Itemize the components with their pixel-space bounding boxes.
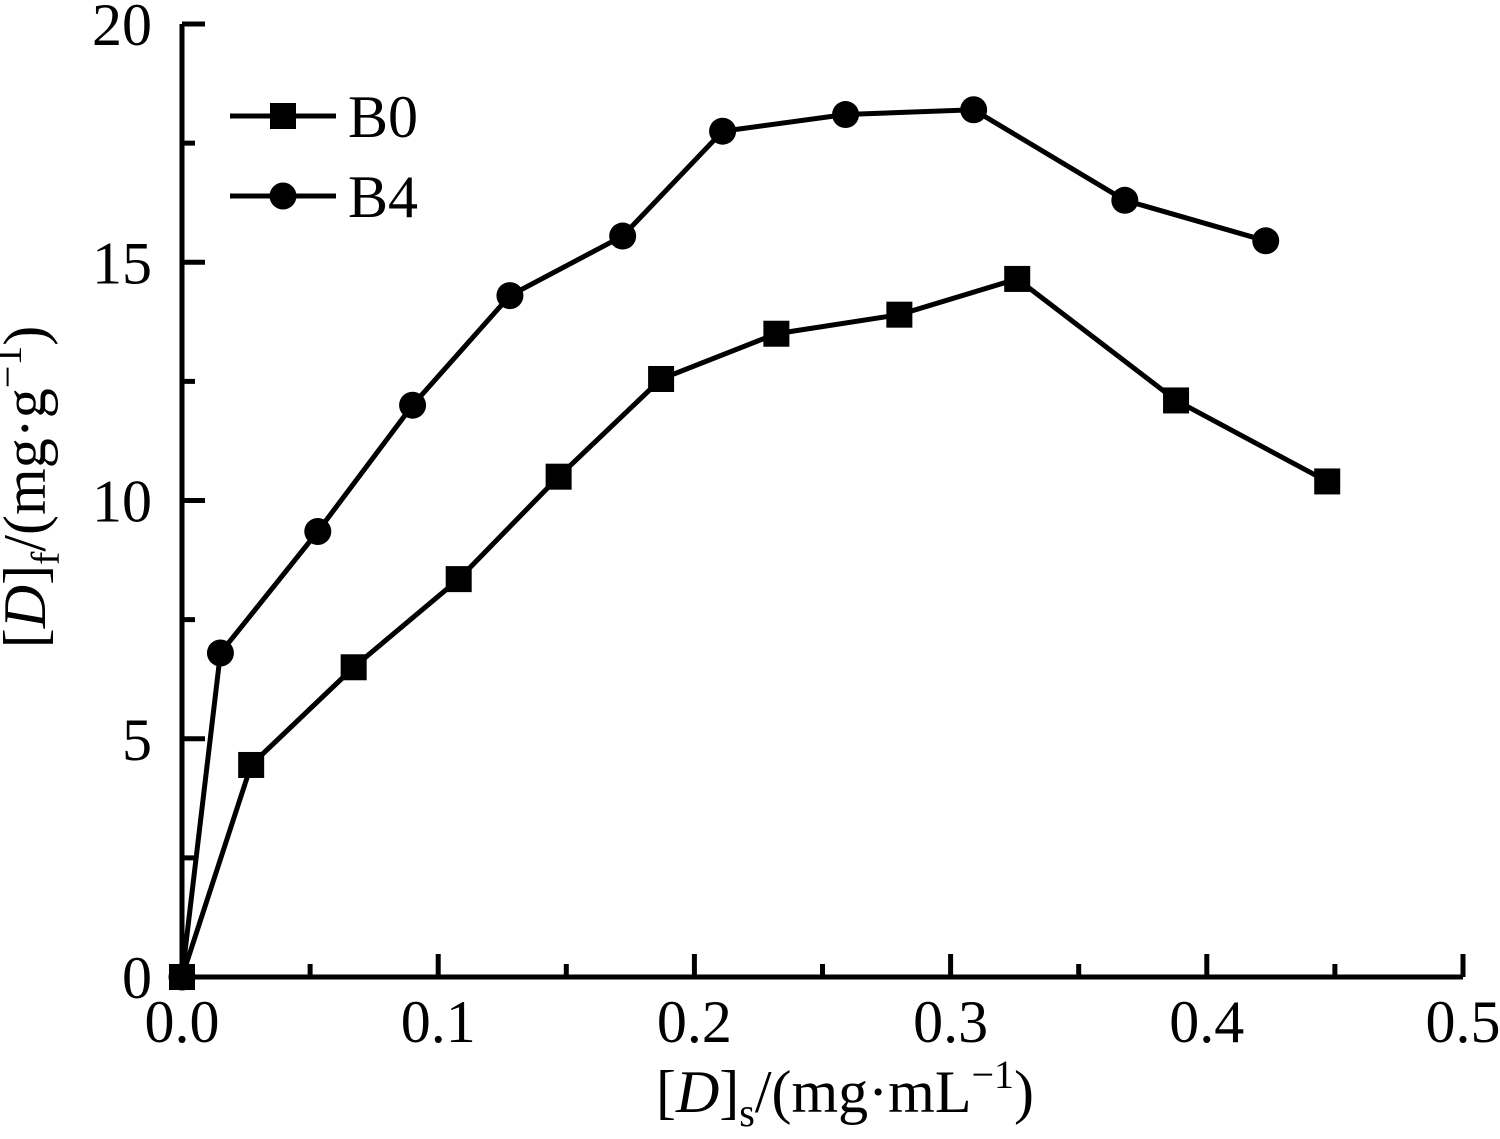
- data-point-circle: [206, 639, 234, 667]
- y-tick-label: 15: [92, 230, 152, 296]
- data-point-square: [1163, 387, 1190, 414]
- x-tick-label: 0.3: [913, 989, 988, 1055]
- series-B0: [169, 265, 1341, 990]
- x-axis-title: [D]s/(mg·mL−1): [656, 1052, 1034, 1135]
- x-tick-label: 0.4: [1169, 989, 1244, 1055]
- x-tick-label: 0.5: [1426, 989, 1500, 1055]
- x-tick-label: 0.1: [401, 989, 476, 1055]
- data-point-circle: [496, 282, 524, 310]
- data-point-square: [1314, 468, 1341, 495]
- y-axis: 0 5 10 15 20: [92, 0, 205, 1011]
- data-point-circle: [609, 222, 637, 250]
- x-tick-label: 0.2: [657, 989, 732, 1055]
- data-point-circle: [168, 963, 196, 991]
- data-point-square: [763, 320, 790, 347]
- data-point-circle: [304, 517, 332, 545]
- data-point-circle: [709, 117, 737, 145]
- data-point-square: [238, 751, 265, 778]
- series-B4: [168, 96, 1280, 991]
- data-point-square: [648, 365, 675, 392]
- x-tick-label: 0.0: [145, 989, 220, 1055]
- data-point-square: [545, 463, 572, 490]
- y-tick-label: 5: [122, 707, 152, 773]
- data-point-circle: [399, 391, 427, 419]
- y-tick-label: 10: [92, 469, 152, 535]
- legend-label-B4: B4: [348, 164, 418, 230]
- data-point-square: [445, 566, 472, 593]
- data-point-circle: [269, 182, 297, 210]
- y-tick-label: 20: [92, 0, 152, 58]
- data-point-circle: [1111, 186, 1139, 214]
- data-point-square: [1004, 265, 1031, 292]
- data-point-square: [340, 654, 367, 681]
- data-point-square: [270, 103, 296, 129]
- y-axis-title: [D]f/(mg·g−1): [0, 326, 68, 649]
- y-tick-label: 0: [122, 945, 152, 1011]
- legend-label-B0: B0: [348, 84, 418, 150]
- data-point-circle: [1252, 227, 1280, 255]
- data-point-square: [886, 301, 913, 328]
- data-point-circle: [832, 101, 860, 129]
- data-point-circle: [960, 96, 988, 124]
- x-axis: 0.0 0.1 0.2 0.3 0.4 0.5: [145, 954, 1500, 1055]
